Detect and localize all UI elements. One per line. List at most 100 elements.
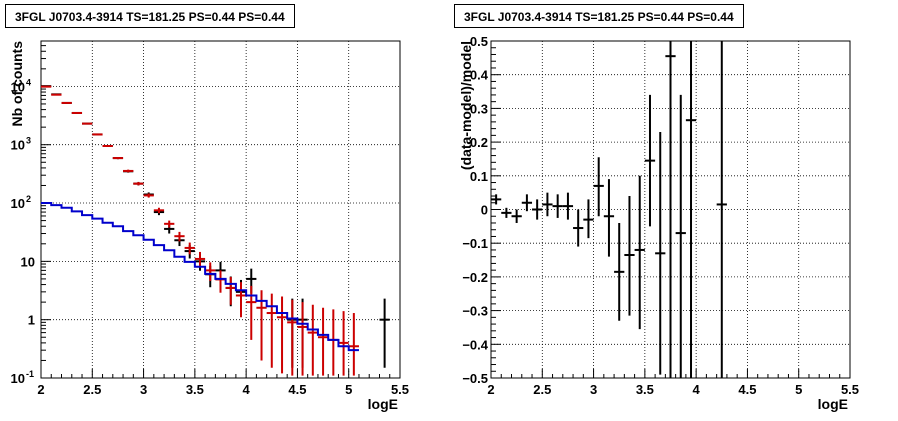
y-tick-exponent: -1 — [26, 369, 34, 379]
model-point — [102, 145, 113, 148]
residual-point — [634, 175, 645, 330]
model-point — [143, 193, 154, 198]
x-tick-label: 3 — [590, 382, 597, 397]
x-tick-label: 3 — [140, 382, 147, 397]
model-point — [287, 299, 298, 376]
x-tick-label: 3.5 — [186, 382, 204, 397]
residual-point — [491, 194, 502, 205]
y-tick-label: −0.4 — [462, 337, 488, 352]
model-point — [123, 169, 134, 173]
residual-point — [532, 199, 543, 220]
x-tick-label: 4 — [693, 382, 701, 397]
residual-point — [583, 199, 594, 239]
model-point — [133, 182, 144, 186]
data-point — [379, 298, 390, 368]
model-point — [348, 313, 359, 376]
model-point — [184, 242, 195, 255]
residual-point — [716, 41, 727, 378]
x-axis-title: logE — [368, 396, 398, 412]
model-point — [256, 290, 267, 361]
background-model-step-line — [41, 202, 359, 352]
model-point — [71, 111, 83, 114]
model-point — [297, 302, 308, 376]
x-tick-label: 5 — [345, 382, 352, 397]
y-tick-label: −0.5 — [462, 371, 488, 386]
model-point — [225, 276, 236, 305]
y-tick-label: 10 — [11, 371, 25, 386]
y-tick-label: 10 — [11, 196, 25, 211]
y-tick-label: −0.2 — [462, 270, 488, 285]
x-tick-label: 2 — [37, 382, 44, 397]
y-tick-label: 10 — [11, 79, 25, 94]
residual-point — [685, 41, 697, 378]
model-point — [215, 270, 226, 293]
x-tick-label: 5.5 — [391, 382, 409, 397]
residual-point — [542, 192, 553, 217]
model-point — [194, 251, 206, 268]
model-point — [235, 282, 247, 318]
x-tick-label: 4 — [243, 382, 251, 397]
y-tick-label: 0.5 — [470, 34, 488, 49]
residual-point — [552, 194, 563, 218]
residual-point — [501, 207, 512, 218]
y-tick-exponent: 2 — [26, 194, 31, 204]
y-axis-title: Nb of counts — [9, 41, 25, 127]
model-point — [112, 157, 124, 160]
residual-point — [644, 94, 656, 227]
model-point — [205, 262, 216, 282]
residual-point — [603, 179, 615, 257]
x-tick-label: 4.5 — [288, 382, 306, 397]
model-point — [266, 293, 277, 368]
model-point — [246, 285, 257, 340]
residual-point — [562, 192, 574, 220]
x-tick-label: 5.5 — [841, 382, 859, 397]
model-point — [61, 101, 72, 104]
residual-point — [675, 94, 686, 378]
x-axis-title: logE — [818, 396, 848, 412]
y-tick-exponent: 3 — [26, 136, 31, 146]
x-tick-label: 5 — [795, 382, 802, 397]
model-point — [338, 311, 349, 376]
y-tick-label: 0.1 — [470, 169, 488, 184]
right-chart-panel: 2 2.5 3 3.5 4 4.5 5 5.5 −0.5 −0.4 −0.3 −0.2 −0.1 0 0.1… — [458, 34, 859, 412]
residual-point — [511, 209, 522, 223]
y-tick-label: 0.4 — [470, 68, 489, 83]
residual-point — [655, 131, 666, 375]
y-tick-label: 10 — [21, 254, 35, 269]
residual-point — [593, 157, 604, 217]
y-tick-label: 0.3 — [470, 101, 488, 116]
x-tick-label: 3.5 — [636, 382, 654, 397]
y-axis-title: (data-model)/model — [458, 41, 474, 170]
left-chart-title: 3FGL J0703.4-3914 TS=181.25 PS=0.44 PS=0… — [5, 4, 295, 28]
residual-point — [624, 196, 635, 316]
x-tick-label: 2 — [487, 382, 494, 397]
x-tick-label: 2.5 — [83, 382, 101, 397]
y-tick-label: −0.1 — [462, 236, 488, 251]
model-point — [92, 133, 103, 136]
residual-point — [573, 209, 584, 247]
residual-point — [521, 194, 533, 212]
y-tick-label: 0.2 — [470, 135, 488, 150]
model-point — [82, 122, 93, 125]
model-point — [276, 296, 288, 374]
model-point — [317, 307, 329, 376]
y-tick-label: 10 — [11, 138, 25, 153]
model-point — [174, 231, 185, 242]
y-tick-exponent: 4 — [26, 77, 31, 87]
right-chart-title: 3FGL J0703.4-3914 TS=181.25 PS=0.44 PS=0… — [454, 4, 744, 28]
y-tick-label: 0 — [481, 203, 488, 218]
x-tick-label: 2.5 — [533, 382, 551, 397]
x-tick-label: 4.5 — [738, 382, 756, 397]
residual-point — [614, 222, 625, 321]
model-point — [307, 304, 318, 376]
residual-point — [665, 41, 676, 378]
model-point — [41, 85, 52, 88]
y-tick-label: −0.3 — [462, 304, 488, 319]
plot-frame — [40, 40, 401, 379]
model-point — [51, 93, 62, 96]
model-point — [164, 220, 175, 228]
model-point — [153, 207, 165, 214]
y-tick-label: 1 — [28, 313, 35, 328]
